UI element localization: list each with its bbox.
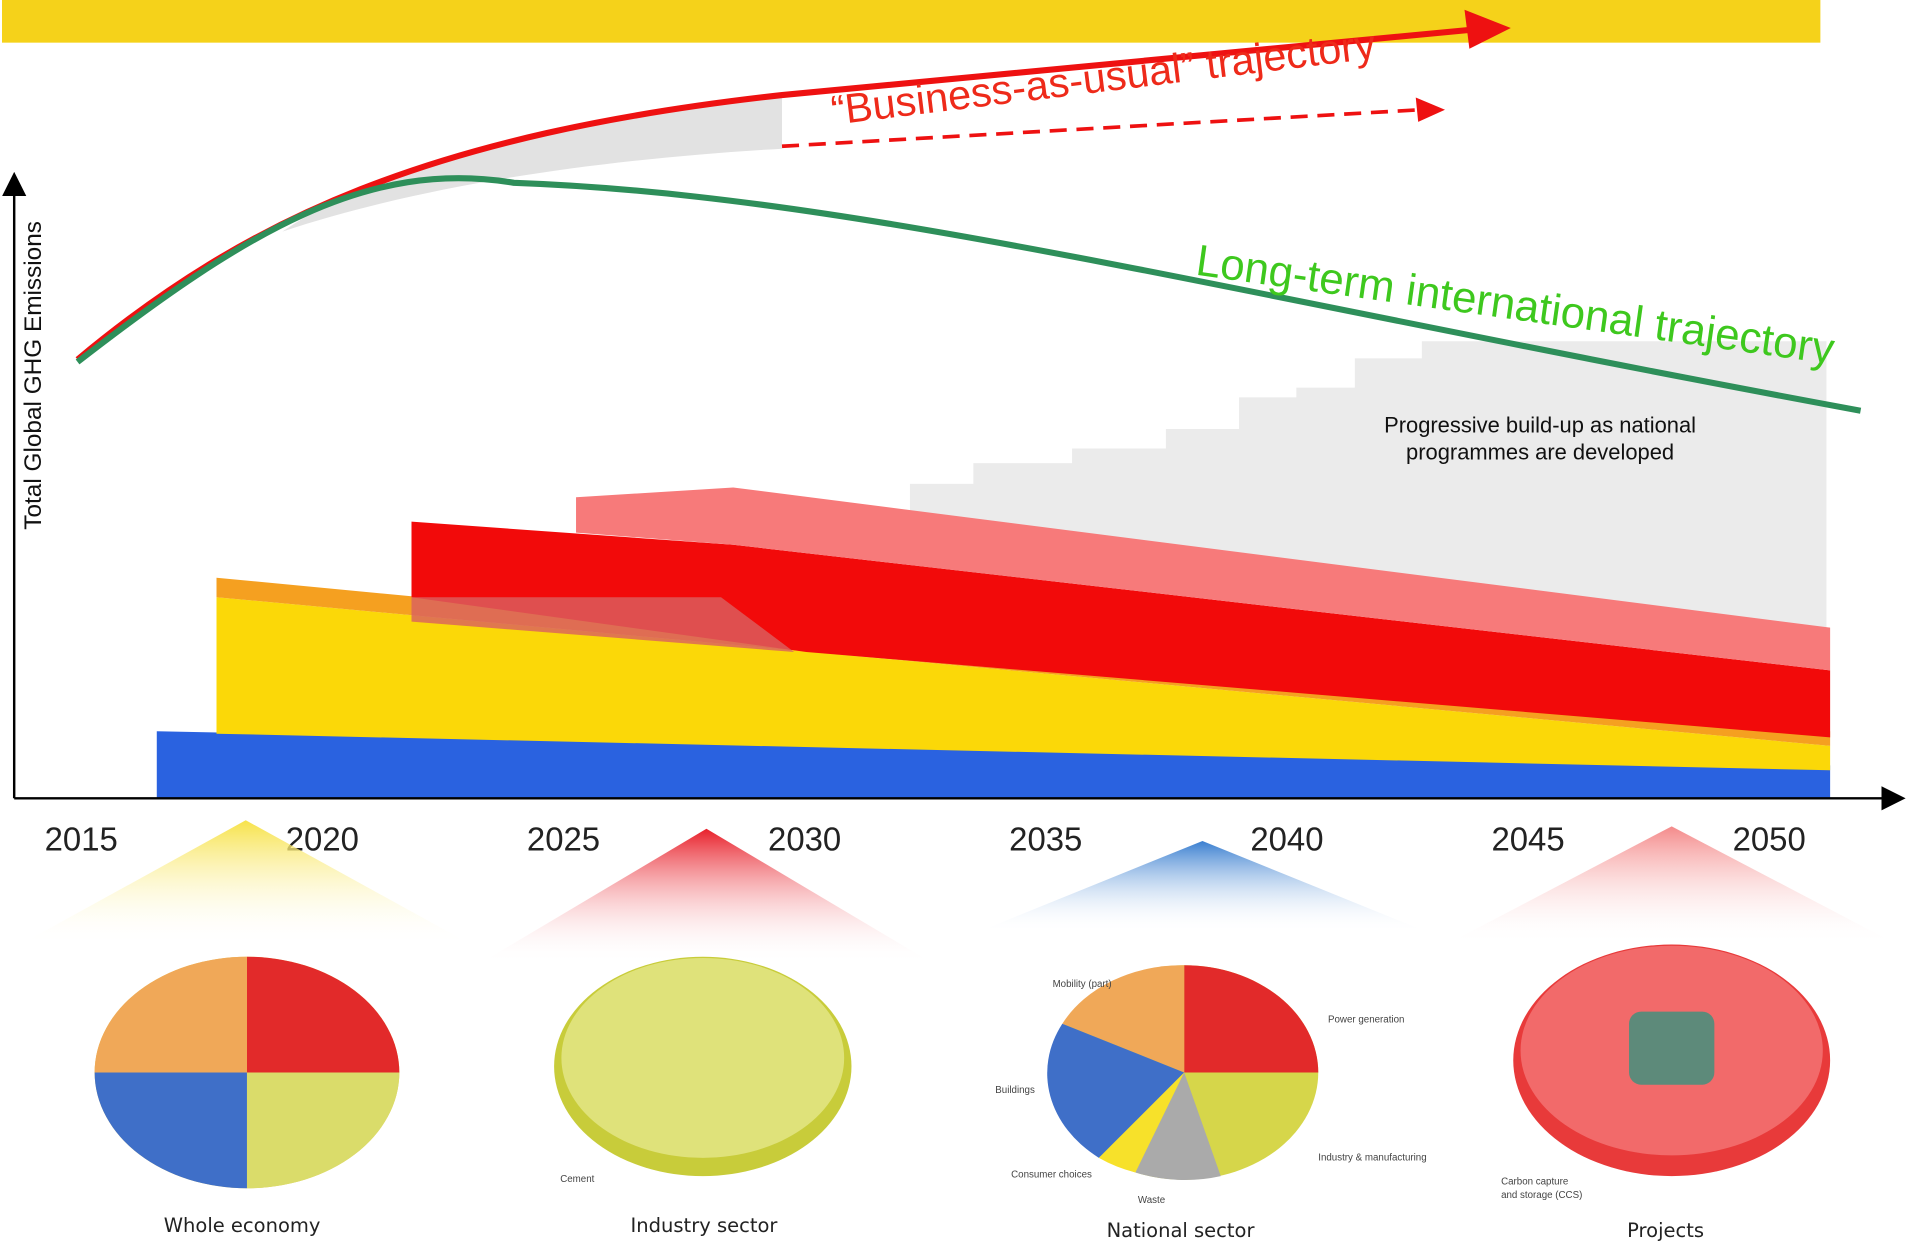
x-tick-label: 2025 <box>527 821 600 858</box>
long-term-curve <box>75 175 1862 414</box>
pie-slice <box>246 1072 400 1189</box>
band-pink <box>576 487 1831 671</box>
band-blue <box>156 731 1831 799</box>
pie-slice <box>1062 965 1185 1073</box>
band-red <box>411 521 1831 738</box>
pie-slice <box>1135 1072 1221 1181</box>
panel-arrow <box>480 828 932 963</box>
x-tick-label: 2045 <box>1491 821 1564 858</box>
pie-label: Cement <box>560 1174 594 1185</box>
pie-top <box>561 957 845 1158</box>
pie-label: Mobility (part) <box>1053 979 1112 990</box>
band-overlap <box>411 597 795 653</box>
pie-slice <box>94 956 247 1073</box>
x-tick-label: 2035 <box>1009 821 1082 858</box>
band-yellow <box>216 597 1831 771</box>
pie-label: Power generation <box>1328 1015 1404 1026</box>
bau-arrow <box>1464 9 1511 49</box>
panel-caption: National sector <box>1107 1219 1256 1242</box>
ccs-icon <box>1629 1011 1715 1085</box>
top-bar <box>2 0 1821 43</box>
pie-label: and storage (CCS) <box>1501 1190 1582 1201</box>
x-tick-label: 2040 <box>1250 821 1323 858</box>
annotation: programmes are developed <box>1406 439 1674 464</box>
pie-slice <box>1184 965 1319 1073</box>
panel-caption: Projects <box>1627 1219 1704 1242</box>
y-axis-label: Total Global GHG Emissions <box>20 221 47 530</box>
annotation: Progressive build-up as national <box>1384 413 1696 438</box>
x-tick-label: 2050 <box>1733 821 1806 858</box>
gap-area <box>282 95 782 232</box>
panel-arrow <box>977 840 1428 933</box>
x-tick-label: 2030 <box>768 821 841 858</box>
pie-label: Industry & manufacturing <box>1318 1152 1426 1163</box>
pie-label: Consumer choices <box>1011 1169 1092 1180</box>
pie-slice <box>1098 1072 1185 1173</box>
panel-caption: Industry sector <box>631 1214 779 1237</box>
pie-slice <box>246 956 400 1073</box>
pie-label: Buildings <box>995 1085 1035 1096</box>
bau-curve <box>75 26 1477 362</box>
x-tick-label: 2015 <box>45 821 118 858</box>
panel-caption: Whole economy <box>164 1214 321 1237</box>
pie-label: Carbon capture <box>1501 1177 1568 1188</box>
pie-label: Waste <box>1138 1195 1165 1206</box>
pie-slice <box>1047 1023 1185 1158</box>
pie-slice <box>94 1072 247 1189</box>
panel-arrow <box>1446 826 1898 945</box>
panel-arrow <box>20 820 472 945</box>
bau-dashed-arrow <box>1415 97 1445 122</box>
